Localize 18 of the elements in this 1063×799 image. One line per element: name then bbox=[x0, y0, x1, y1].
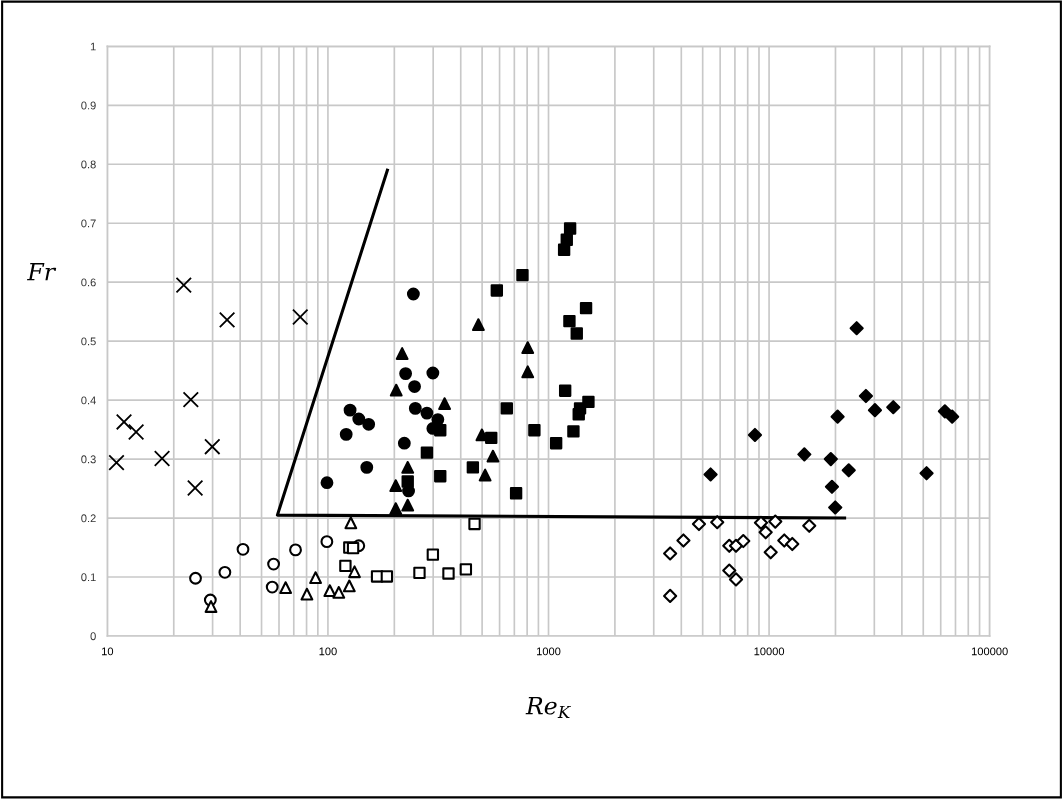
x-tick-label: 100000 bbox=[971, 647, 1008, 656]
y-axis-title: Fr bbox=[27, 263, 57, 281]
y-tick-label: 0.7 bbox=[81, 219, 96, 228]
y-tick-label: 0.3 bbox=[81, 455, 96, 464]
y-tick-label: 0.9 bbox=[81, 101, 96, 110]
x-tick-label: 10000 bbox=[754, 647, 785, 656]
x-tick-label: 10 bbox=[102, 647, 114, 656]
y-tick-label: 0.6 bbox=[81, 278, 96, 287]
y-tick-label: 0.1 bbox=[81, 573, 96, 582]
y-tick-label: 0.4 bbox=[81, 396, 96, 405]
x-tick-label: 100 bbox=[319, 647, 337, 656]
y-tick-label: 1 bbox=[90, 42, 96, 51]
y-tick-label: 0.2 bbox=[81, 514, 96, 523]
x-axis-title: Re$_{K}$ bbox=[525, 697, 572, 718]
x-tick-label: 1000 bbox=[537, 647, 561, 656]
y-tick-label: 0 bbox=[90, 632, 96, 641]
y-tick-label: 0.5 bbox=[81, 337, 96, 346]
y-tick-label: 0.8 bbox=[81, 160, 96, 169]
